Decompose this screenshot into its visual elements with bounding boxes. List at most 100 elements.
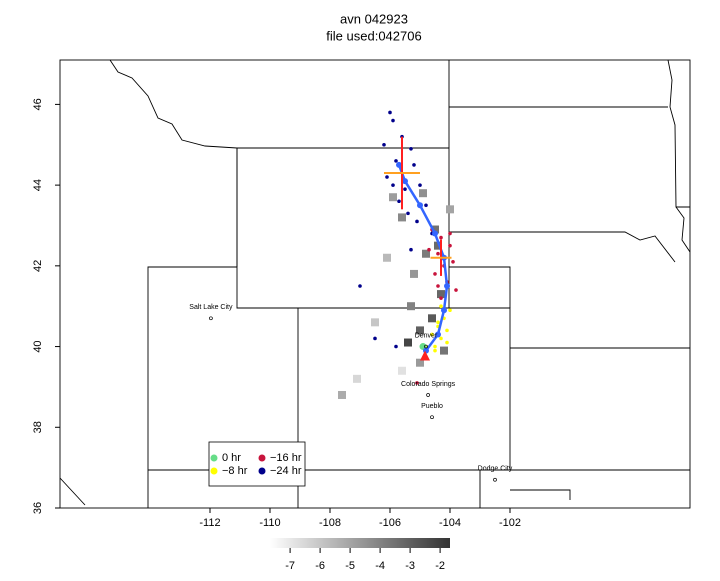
x-tick-label: -112 bbox=[199, 517, 220, 529]
city-label: Colorado Springs bbox=[401, 381, 456, 388]
density-cell bbox=[389, 193, 397, 202]
legend-label: 0 hr bbox=[222, 452, 241, 464]
track-point bbox=[435, 331, 441, 338]
track-point bbox=[432, 230, 438, 237]
colorbar-tick-label: -7 bbox=[285, 560, 295, 572]
legend-swatch bbox=[210, 454, 218, 462]
colorbar bbox=[270, 538, 450, 548]
trajectory-point bbox=[373, 336, 377, 341]
density-cell bbox=[398, 366, 406, 375]
plot-frame bbox=[59, 59, 691, 509]
legend-label: −16 hr bbox=[270, 452, 302, 464]
density-cell bbox=[428, 314, 436, 323]
trajectory-point bbox=[409, 247, 413, 252]
colorado bbox=[297, 307, 511, 471]
trajectory-point bbox=[397, 199, 401, 204]
x-tick-label: -108 bbox=[319, 517, 341, 529]
trajectory-point bbox=[391, 118, 395, 123]
trajectory-point bbox=[412, 163, 416, 167]
density-cell bbox=[440, 346, 448, 355]
y-tick-label: 40 bbox=[32, 340, 44, 352]
density-cell bbox=[410, 269, 418, 278]
track-point bbox=[402, 178, 408, 185]
trajectory-point bbox=[415, 381, 419, 385]
trajectory-point bbox=[439, 296, 443, 300]
colorbar-tick-label: -6 bbox=[315, 560, 325, 572]
trajectory-point bbox=[448, 308, 452, 313]
track-point bbox=[441, 307, 447, 314]
trajectory-point bbox=[418, 183, 422, 187]
colorbar-tick-label: -4 bbox=[375, 560, 385, 572]
density-cell bbox=[434, 241, 442, 250]
density-cell bbox=[446, 205, 454, 214]
city-dot bbox=[426, 393, 430, 397]
trajectory-point bbox=[394, 159, 398, 163]
city-dot bbox=[424, 344, 428, 349]
city-label: Salt Lake City bbox=[189, 304, 233, 311]
wyoming bbox=[236, 147, 450, 309]
density-cell bbox=[431, 225, 439, 234]
colorbar-tick-label: -2 bbox=[435, 560, 445, 572]
trajectory-point bbox=[427, 247, 431, 252]
density-cell bbox=[338, 390, 346, 399]
city-label: Pueblo bbox=[421, 403, 443, 410]
state-borders bbox=[59, 59, 691, 509]
trajectory-point bbox=[409, 146, 413, 151]
trajectory-point bbox=[424, 203, 428, 208]
trajectory-point bbox=[445, 328, 449, 333]
trajectory-point bbox=[403, 187, 407, 191]
trajectory-point bbox=[394, 344, 398, 349]
colorbar-tick-label: -3 bbox=[405, 560, 415, 572]
city-label: Denver bbox=[415, 332, 438, 339]
legend-swatch bbox=[210, 467, 218, 475]
y-tick-label: 44 bbox=[32, 179, 44, 191]
density-cell bbox=[371, 318, 379, 327]
legend-label: −8 hr bbox=[222, 465, 248, 477]
colorbar-tick-label: -5 bbox=[345, 560, 355, 572]
trajectory-point bbox=[430, 332, 434, 337]
trajectory-point bbox=[391, 183, 395, 187]
city-dot bbox=[493, 477, 497, 482]
trajectory-point bbox=[448, 243, 452, 248]
density-cell bbox=[383, 253, 391, 262]
density-cell bbox=[404, 338, 412, 347]
city-dot bbox=[209, 316, 213, 321]
trajectory-point bbox=[439, 304, 443, 308]
trajectory-point bbox=[439, 336, 443, 341]
trajectory-point bbox=[433, 348, 437, 353]
density-cell bbox=[437, 290, 445, 299]
legend-swatch bbox=[258, 467, 266, 475]
x-tick-label: -106 bbox=[379, 517, 401, 529]
trajectory-point bbox=[415, 219, 419, 224]
track-point bbox=[417, 202, 423, 209]
trajectory-point bbox=[451, 260, 455, 264]
density-cell bbox=[353, 374, 361, 383]
x-tick-label: -102 bbox=[499, 517, 521, 529]
density-cell bbox=[416, 326, 424, 335]
trajectory-point bbox=[439, 235, 443, 240]
trajectory-point bbox=[436, 320, 440, 325]
x-tick-label: -104 bbox=[439, 517, 461, 529]
legend-label: −24 hr bbox=[270, 465, 302, 477]
city-label: Dodge City bbox=[478, 466, 513, 473]
density-cell bbox=[407, 302, 415, 311]
trajectory-point bbox=[445, 340, 449, 345]
legend-box bbox=[208, 441, 306, 487]
trajectory-point bbox=[433, 272, 437, 276]
plains-borders bbox=[448, 60, 690, 508]
legend-swatch bbox=[258, 454, 266, 462]
density-cell bbox=[416, 358, 424, 367]
track-point bbox=[444, 283, 450, 290]
y-tick-label: 42 bbox=[32, 260, 44, 272]
start-marker bbox=[420, 350, 430, 361]
trajectory-point bbox=[436, 284, 440, 288]
y-tick-label: 38 bbox=[32, 421, 44, 433]
chart-title: avn 042923 bbox=[340, 11, 408, 26]
trajectory-point bbox=[433, 344, 437, 349]
density-cell bbox=[422, 249, 430, 258]
density-cell bbox=[419, 189, 427, 198]
trajectory-point bbox=[382, 142, 386, 147]
trajectory-point bbox=[385, 175, 389, 179]
nevada-border bbox=[59, 477, 86, 506]
